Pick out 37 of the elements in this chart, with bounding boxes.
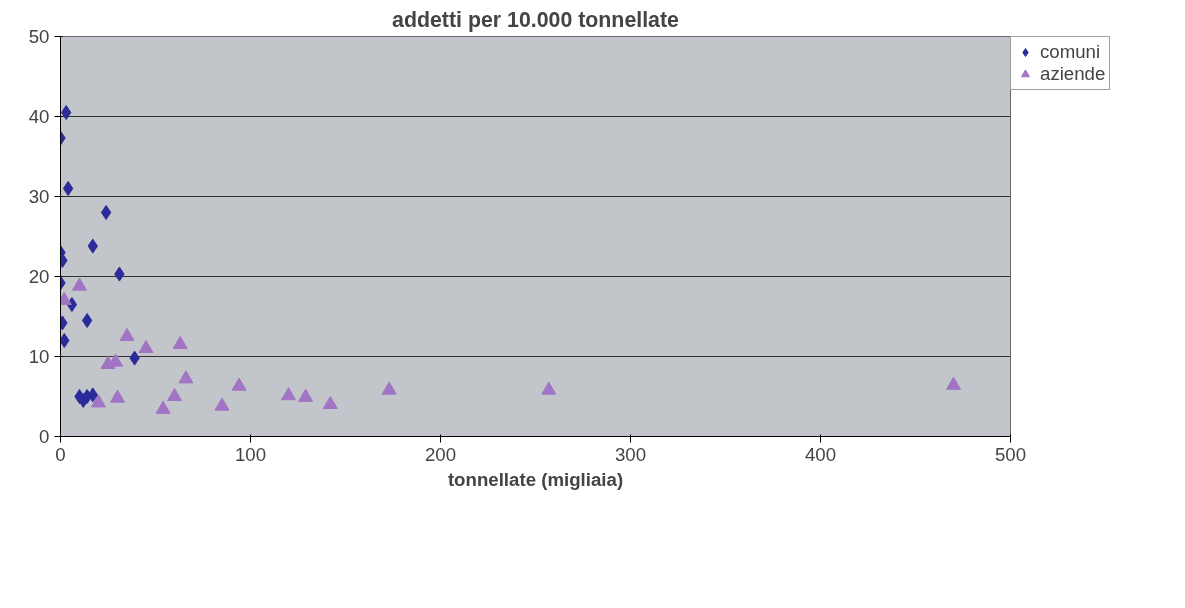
point — [298, 388, 314, 402]
point — [281, 387, 296, 401]
point — [178, 370, 194, 384]
point — [62, 181, 74, 196]
legend-label: comuni — [1040, 41, 1101, 63]
point — [138, 339, 154, 354]
x-tick-label: 200 — [424, 443, 457, 465]
y-tick-label: 20 — [28, 266, 50, 287]
point — [72, 277, 87, 291]
point — [231, 377, 247, 391]
point — [172, 335, 188, 350]
x-tick-label: 500 — [994, 443, 1027, 465]
y-tick-label: 50 — [28, 26, 50, 47]
point — [322, 395, 338, 410]
point — [214, 397, 230, 411]
x-tick-label: 400 — [804, 443, 837, 465]
point — [100, 205, 112, 220]
y-tick-label: 10 — [28, 346, 50, 367]
x-tick-label: 100 — [234, 443, 267, 465]
point — [381, 381, 397, 395]
chart-title: addetti per 10.000 tonnellate — [392, 7, 680, 32]
x-tick-label: 0 — [55, 443, 66, 465]
y-tick-label: 30 — [28, 186, 50, 207]
point — [61, 105, 72, 120]
y-tick-label: 0 — [39, 426, 50, 447]
point — [110, 389, 125, 403]
y-tick-label: 40 — [28, 106, 50, 127]
point — [91, 394, 106, 408]
point — [81, 313, 93, 328]
legend-label: aziende — [1040, 63, 1106, 85]
point — [155, 400, 171, 414]
point — [541, 381, 557, 395]
point — [119, 327, 135, 342]
point — [167, 387, 182, 402]
x-tick-label: 300 — [614, 443, 647, 465]
x-axis-title: tonnellate (migliaia) — [447, 468, 624, 490]
point — [946, 376, 961, 390]
